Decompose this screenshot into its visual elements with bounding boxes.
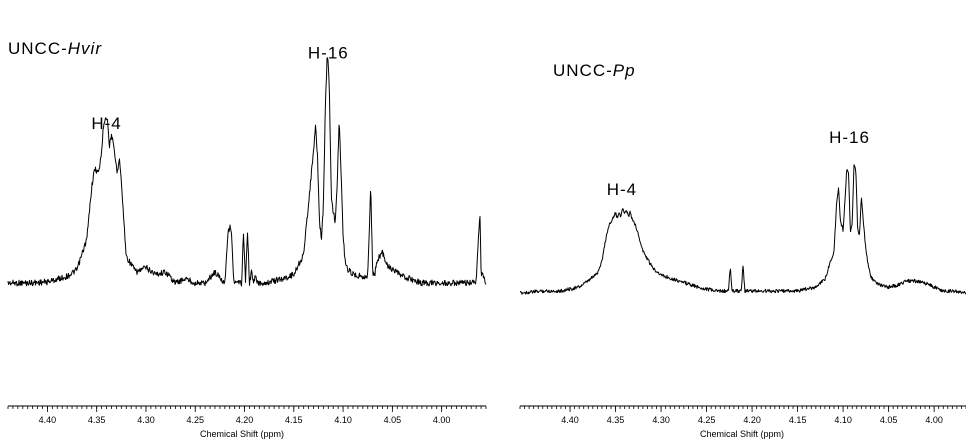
x-tick-label: 4.10 xyxy=(334,415,352,425)
x-tick-label: 4.05 xyxy=(880,415,898,425)
x-axis-title: Chemical Shift (ppm) xyxy=(700,429,784,439)
spectrum-trace xyxy=(7,57,487,287)
x-axis-tick-labels: 4.40 4.35 4.30 4.25 4.20 4.15 4.10 4.05 4.00 xyxy=(561,415,943,425)
x-axis-tick-labels: 4.40 4.35 4.30 4.25 4.20 4.15 4.10 4.05 4.00 xyxy=(39,415,451,425)
x-tick-label: 4.10 xyxy=(834,415,852,425)
x-axis-major-ticks xyxy=(569,406,935,412)
x-tick-label: 4.20 xyxy=(743,415,761,425)
peak-annotations: H-4 H-16 xyxy=(91,44,349,133)
sample-label-hvir: UNCC-Hvir xyxy=(8,39,102,58)
x-axis-major-ticks xyxy=(47,406,443,412)
peak-label: H-16 xyxy=(308,44,349,63)
x-tick-label: 4.30 xyxy=(137,415,155,425)
x-tick-label: 4.40 xyxy=(561,415,579,425)
x-tick-label: 4.35 xyxy=(88,415,106,425)
x-tick-label: 4.20 xyxy=(236,415,254,425)
x-tick-label: 4.30 xyxy=(652,415,670,425)
x-tick-label: 4.00 xyxy=(925,415,943,425)
x-axis-title: Chemical Shift (ppm) xyxy=(200,429,284,439)
x-tick-label: 4.15 xyxy=(285,415,303,425)
panel-uncc-hvir: UNCC-Hvir H-4H-16 4.40 4.35 4.30 4.25 4.20 4.… xyxy=(7,39,487,439)
x-tick-label: 4.40 xyxy=(39,415,57,425)
peak-annotations: H-4 H-16 xyxy=(607,128,870,199)
x-tick-label: 4.00 xyxy=(433,415,451,425)
sample-label-pp: UNCC-Pp xyxy=(553,61,636,80)
peak-label: H-4 xyxy=(607,180,637,199)
x-tick-label: 4.35 xyxy=(607,415,625,425)
x-tick-label: 4.15 xyxy=(789,415,807,425)
spectrum-trace xyxy=(519,164,966,295)
x-tick-label: 4.25 xyxy=(698,415,716,425)
peak-label: H-4 xyxy=(91,114,121,133)
peak-label: H-16 xyxy=(829,128,870,147)
x-tick-label: 4.05 xyxy=(384,415,402,425)
x-tick-label: 4.25 xyxy=(186,415,204,425)
panel-uncc-pp: UNCC-Pp H-4 H-16 4.40 4.35 4.30 4.25 4.20 4.15… xyxy=(519,61,966,439)
